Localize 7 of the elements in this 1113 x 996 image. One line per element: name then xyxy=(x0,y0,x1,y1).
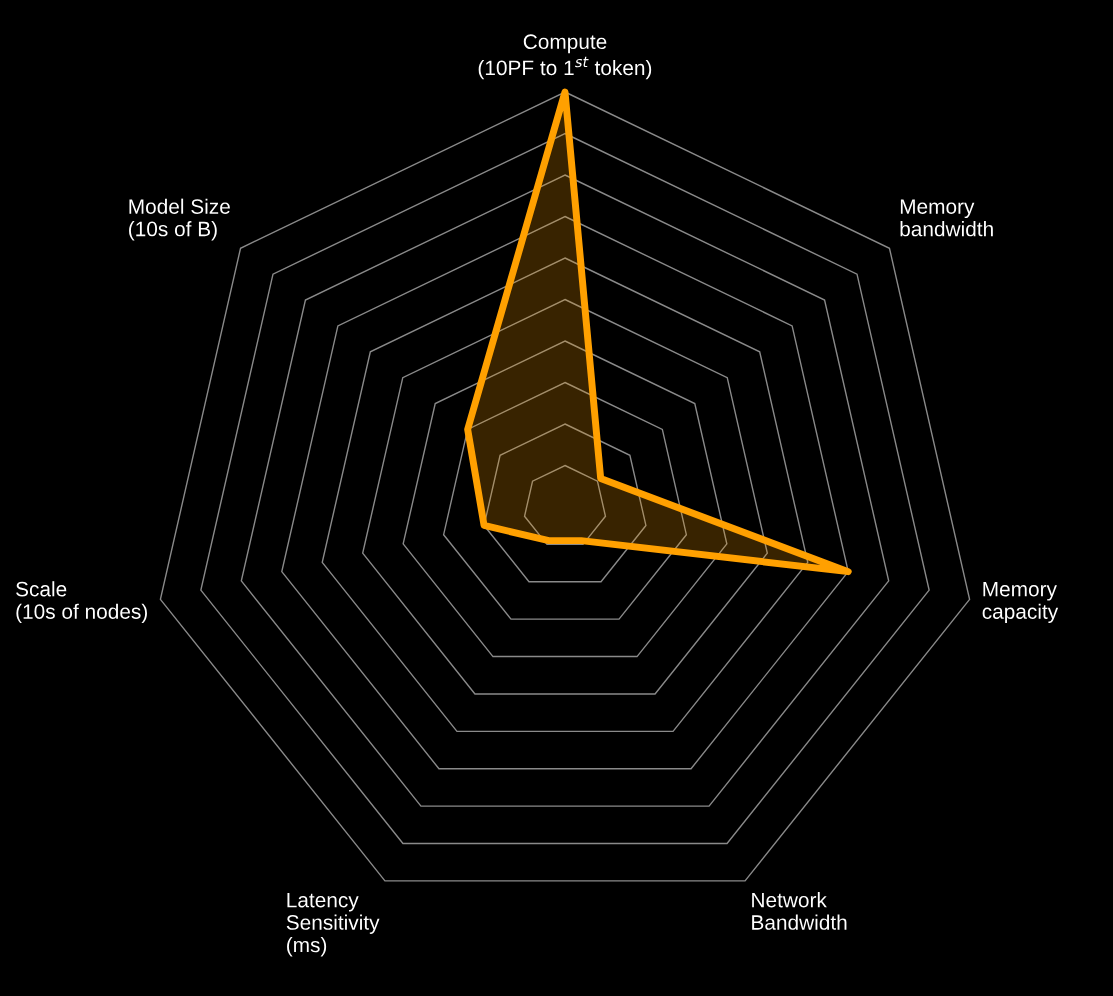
spoke-label: Scale (10s of nodes) xyxy=(16,581,147,624)
spoke-label: Memory capacity xyxy=(982,581,1059,624)
spoke-label: Network Bandwidth xyxy=(752,892,847,930)
spoke-label: Memory bandwidth xyxy=(900,199,993,237)
spoke-label: Model Size (10s of B) xyxy=(129,198,230,241)
spoke-label: Compute (10PF to 1$^{st}$ token) xyxy=(478,34,652,80)
spoke-label: Latency Sensitivity (ms) xyxy=(286,892,380,957)
